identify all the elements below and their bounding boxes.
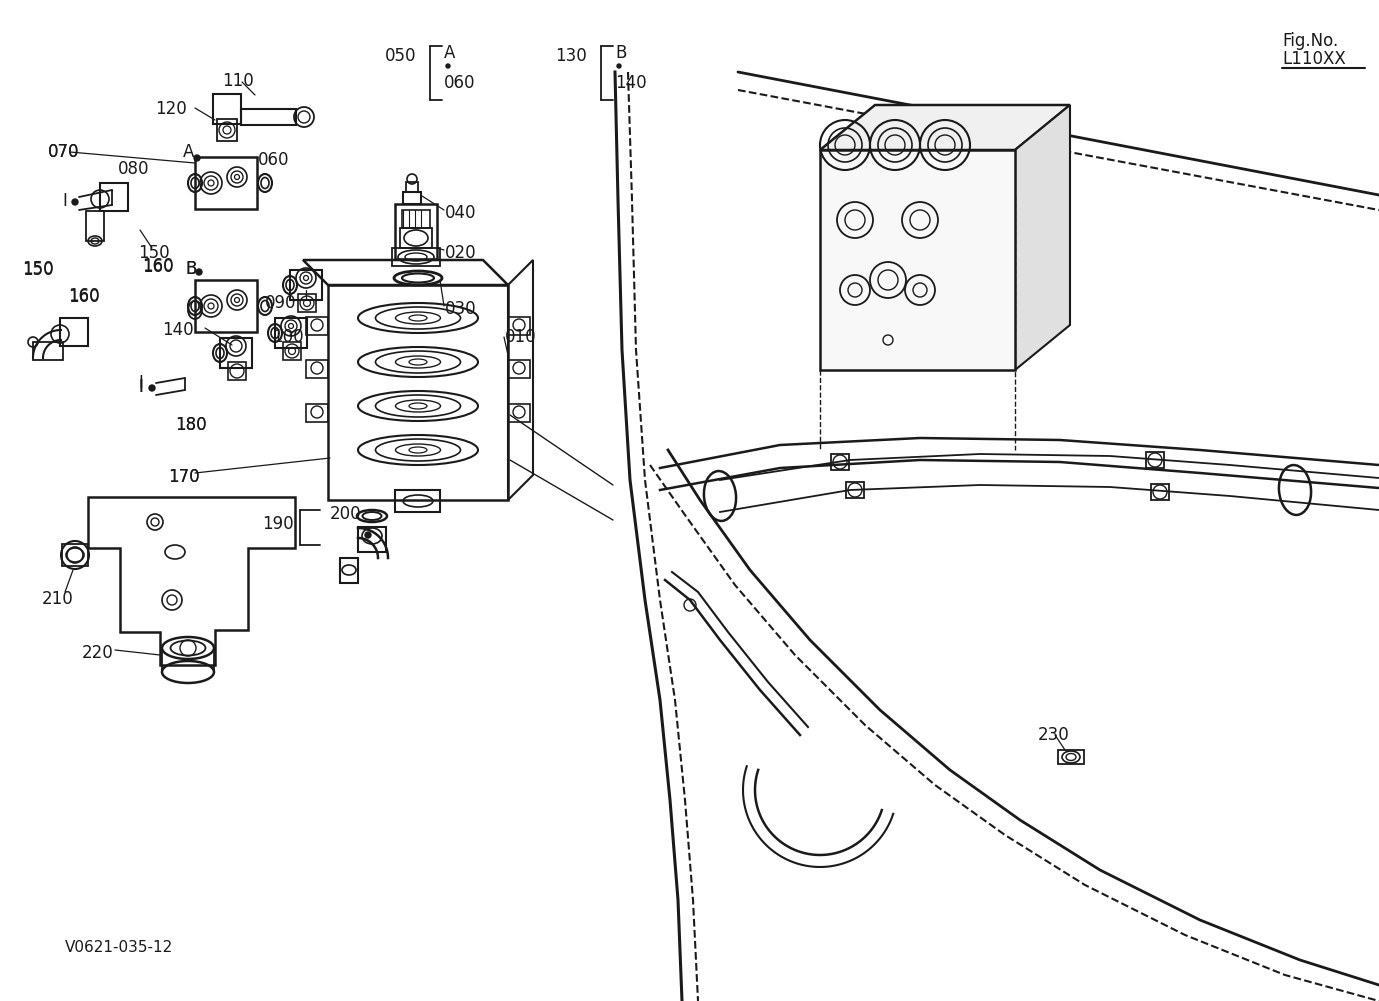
Bar (228, 362, 245, 380)
Bar (1058, 750, 1084, 764)
Bar (507, 404, 530, 422)
Text: 150: 150 (138, 244, 170, 262)
Text: L110XX: L110XX (1282, 50, 1346, 68)
Text: A: A (444, 44, 455, 62)
Bar (33, 342, 63, 360)
Bar (1151, 484, 1169, 500)
Bar (306, 404, 328, 422)
Bar (1146, 452, 1164, 468)
Bar (221, 338, 252, 368)
Text: 150: 150 (22, 261, 54, 279)
Bar (306, 317, 328, 335)
Text: 170: 170 (168, 468, 200, 486)
Bar (283, 342, 301, 360)
Text: 100: 100 (272, 328, 303, 346)
Text: I: I (62, 192, 66, 210)
Text: 210: 210 (41, 590, 73, 608)
Text: 170: 170 (168, 468, 200, 486)
Circle shape (365, 532, 371, 538)
Text: 080: 080 (119, 160, 149, 178)
Text: 160: 160 (142, 258, 174, 276)
Text: 140: 140 (161, 321, 193, 339)
Bar (212, 94, 241, 124)
Bar (403, 210, 430, 228)
Bar (405, 182, 418, 192)
Bar (821, 150, 1015, 370)
Text: B: B (185, 260, 196, 278)
Bar (403, 192, 421, 204)
Bar (832, 454, 849, 470)
Bar (298, 294, 316, 312)
Bar (392, 248, 440, 266)
Bar (845, 482, 865, 498)
Text: B: B (615, 44, 626, 62)
Bar (341, 558, 359, 583)
Circle shape (149, 385, 154, 391)
Text: 060: 060 (258, 151, 290, 169)
Text: 050: 050 (385, 47, 416, 65)
Text: I: I (138, 374, 143, 392)
Circle shape (445, 64, 450, 68)
Text: 030: 030 (445, 300, 477, 318)
Bar (274, 318, 308, 348)
Circle shape (196, 269, 201, 275)
Bar (101, 183, 128, 211)
Text: 010: 010 (505, 328, 536, 346)
Bar (394, 204, 437, 259)
Bar (507, 317, 530, 335)
Bar (194, 280, 256, 332)
Text: 040: 040 (445, 204, 477, 222)
Text: 150: 150 (22, 260, 54, 278)
Text: I: I (138, 378, 143, 396)
Bar (241, 109, 296, 125)
Text: 200: 200 (330, 505, 361, 523)
Text: 130: 130 (554, 47, 586, 65)
Circle shape (194, 155, 200, 161)
Bar (359, 527, 386, 552)
Text: I: I (138, 378, 143, 396)
Bar (194, 157, 256, 209)
Bar (62, 544, 88, 566)
Bar (290, 270, 323, 300)
Text: 090: 090 (265, 294, 296, 312)
Circle shape (72, 199, 79, 205)
Bar (507, 360, 530, 378)
Text: 180: 180 (175, 416, 207, 434)
Polygon shape (1015, 105, 1070, 370)
Text: 230: 230 (1038, 726, 1070, 744)
Bar (306, 360, 328, 378)
Text: 070: 070 (48, 143, 80, 161)
Text: 140: 140 (615, 74, 647, 92)
Text: 180: 180 (175, 416, 207, 434)
Text: 120: 120 (154, 100, 186, 118)
Bar (217, 119, 237, 141)
Bar (61, 318, 88, 346)
Text: 220: 220 (81, 644, 113, 662)
Text: Fig.No.: Fig.No. (1282, 32, 1338, 50)
Text: 110: 110 (222, 72, 254, 90)
Text: B: B (185, 260, 196, 278)
Circle shape (616, 64, 621, 68)
Bar (400, 228, 432, 248)
Text: 060: 060 (444, 74, 476, 92)
Text: 190: 190 (262, 515, 294, 533)
Polygon shape (821, 105, 1070, 150)
Text: 160: 160 (142, 257, 174, 275)
Text: 020: 020 (445, 244, 477, 262)
Text: 160: 160 (68, 287, 99, 305)
Bar (328, 285, 507, 500)
Text: V0621-035-12: V0621-035-12 (65, 940, 174, 955)
Bar (85, 211, 103, 241)
Text: A: A (183, 143, 194, 161)
Text: 160: 160 (68, 288, 99, 306)
Bar (394, 490, 440, 512)
Text: 070: 070 (48, 143, 80, 161)
